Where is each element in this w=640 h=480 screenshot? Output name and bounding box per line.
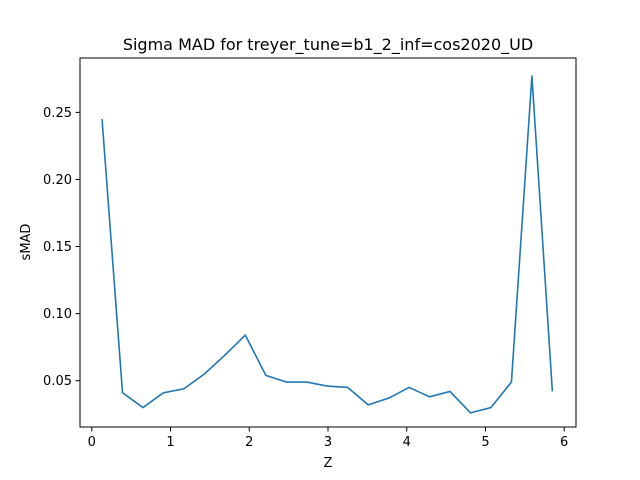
y-tick-label: 0.20 (43, 173, 72, 188)
y-tick-label: 0.25 (43, 106, 72, 121)
x-axis-label: Z (324, 456, 333, 471)
x-tick-label: 5 (481, 435, 489, 450)
x-tick-label: 3 (324, 435, 332, 450)
plot-area (101, 75, 554, 414)
x-tick-label: 4 (403, 435, 411, 450)
series-line-smad (101, 75, 554, 414)
y-axis: 0.05 0.10 0.15 0.20 0.25 (43, 106, 80, 389)
x-tick-label: 6 (560, 435, 568, 450)
x-axis: 0 1 2 3 4 5 6 (88, 427, 568, 450)
y-tick-label: 0.10 (43, 307, 72, 322)
y-tick-label: 0.05 (43, 374, 72, 389)
y-axis-label: sMAD (19, 224, 34, 261)
chart-title: Sigma MAD for treyer_tune=b1_2_inf=cos20… (123, 35, 533, 55)
x-tick-label: 0 (88, 435, 96, 450)
x-tick-label: 2 (245, 435, 253, 450)
y-tick-label: 0.15 (43, 240, 72, 255)
x-tick-label: 1 (166, 435, 174, 450)
